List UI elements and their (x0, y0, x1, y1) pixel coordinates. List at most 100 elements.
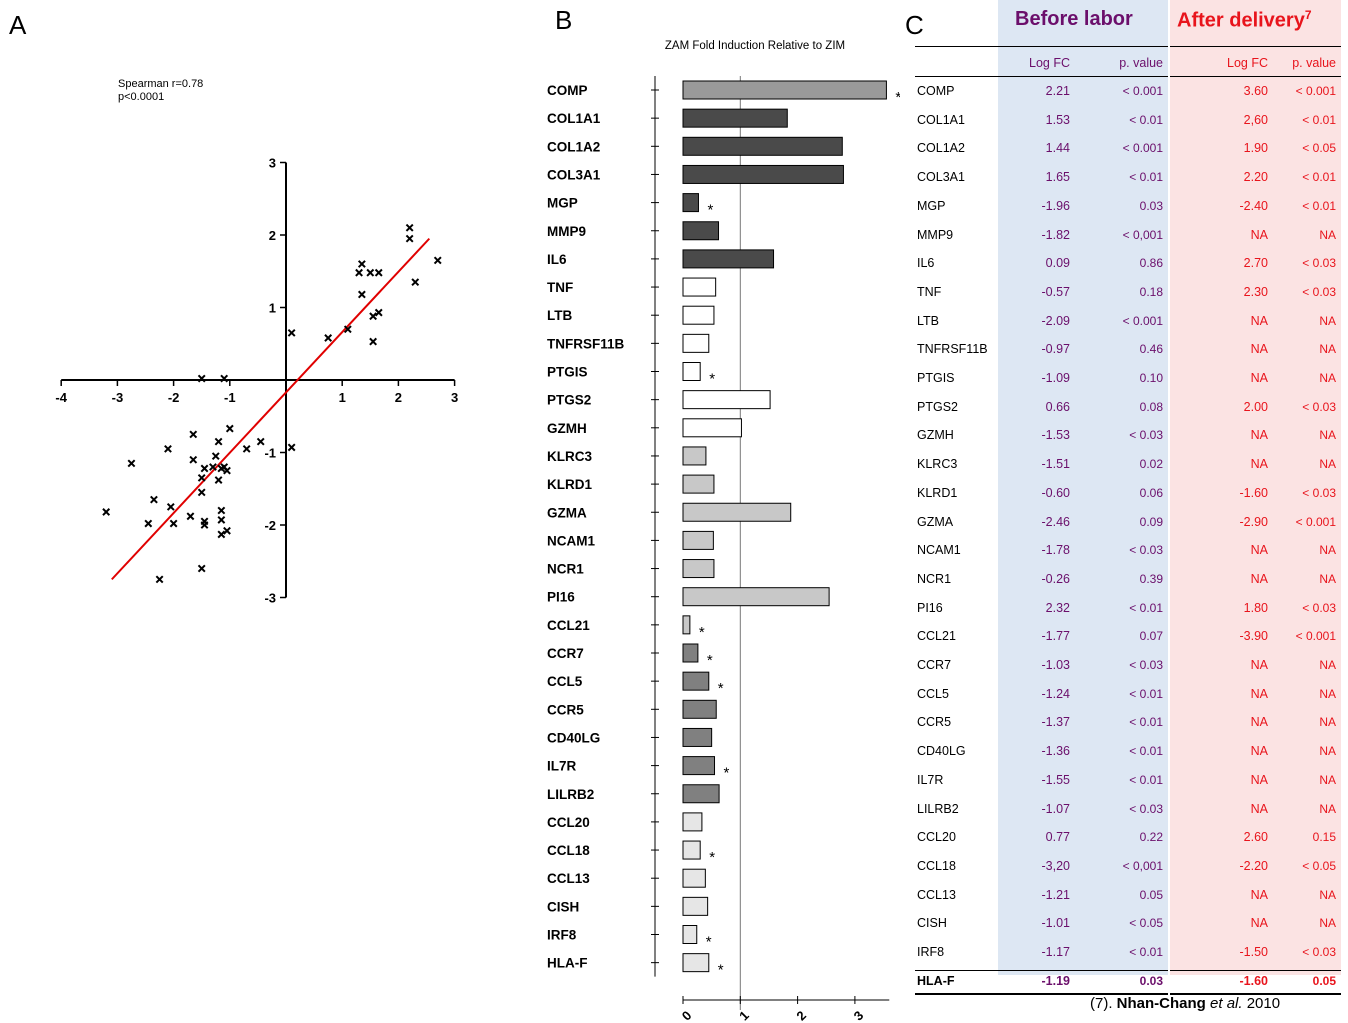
cell-logfc: -0.60 (1041, 485, 1071, 500)
cell-pvalue: NA (1319, 744, 1336, 759)
column-header: Log FC (1029, 56, 1070, 70)
cell-logfc: -1.07 (1041, 801, 1071, 816)
scatter-point (343, 325, 352, 334)
point-stroke (197, 488, 206, 497)
point-stroke (242, 444, 251, 453)
bar (682, 193, 699, 213)
cell-logfc: -3.90 (1239, 629, 1269, 644)
scatter-point (214, 476, 223, 484)
expression-table: Before labor After delivery7 Log FC p. valu… (915, 0, 1341, 995)
cell-logfc: -1.82 (1041, 227, 1071, 242)
scatter-point (287, 328, 296, 337)
bar (682, 671, 710, 691)
category-label: TNF (547, 280, 573, 295)
cell-logfc: -0.57 (1041, 284, 1071, 299)
column-header: p. value (1292, 56, 1336, 70)
scatter-point (200, 521, 209, 529)
cell-pvalue: < 0.001 (1122, 313, 1163, 328)
citation-authors: Nhan-Chang (1116, 995, 1206, 1012)
category-label: IRF8 (547, 928, 577, 943)
scatter-point (374, 268, 383, 277)
cell-logfc: 2.32 (1045, 600, 1070, 615)
cell-logfc: -1.09 (1041, 371, 1071, 385)
category-label: IL7R (547, 759, 577, 774)
bar (682, 756, 716, 776)
cell-logfc: NA (1250, 887, 1268, 902)
cell-pvalue: < 0.001 (1122, 141, 1163, 156)
scatter-point (155, 575, 164, 584)
category-label: CCL13 (547, 871, 590, 886)
cell-pvalue: 0.08 (1139, 399, 1163, 414)
category-label: COL1A2 (547, 139, 600, 154)
bar (682, 277, 717, 297)
cell-pvalue: < 0.01 (1302, 170, 1336, 185)
scatter-point (164, 444, 172, 453)
header-rule (915, 46, 1168, 47)
cell-logfc: -1.19 (1041, 973, 1071, 988)
row-gene: NCR1 (917, 571, 952, 586)
cell-logfc: -1.55 (1041, 772, 1071, 787)
panel-label-a: A (9, 10, 27, 40)
cell-logfc: -3,20 (1041, 858, 1071, 873)
point-stroke (343, 325, 352, 334)
cell-logfc: 2,60 (1243, 112, 1268, 127)
scatter-point (405, 234, 414, 243)
cell-logfc: 0.09 (1045, 256, 1070, 271)
cell-pvalue: < 0.03 (1129, 428, 1163, 443)
row-gene: COMP (917, 84, 955, 98)
x-tick-label: -4 (55, 390, 67, 405)
row-gene: KLRC3 (917, 457, 958, 472)
scatter-point (217, 530, 226, 539)
cell-logfc: 2.21 (1045, 84, 1070, 98)
cell-logfc: -1.24 (1041, 686, 1071, 701)
point-stroke (405, 234, 414, 243)
scatter-point (225, 424, 234, 433)
significance-star: * (709, 849, 715, 866)
cell-logfc: -1.77 (1041, 629, 1071, 644)
cell-logfc: -1.96 (1041, 198, 1071, 213)
bar (682, 727, 713, 747)
bar (682, 136, 843, 156)
cell-pvalue: NA (1319, 227, 1336, 242)
scatter-point (217, 464, 226, 473)
cell-pvalue: < 0.05 (1129, 916, 1163, 931)
cell-pvalue: NA (1319, 428, 1336, 443)
citation-superscript: 7 (1304, 8, 1312, 22)
category-label: GZMH (547, 421, 587, 436)
last-row-rule (1170, 969, 1341, 971)
point-stroke (405, 223, 414, 232)
scatter-point (242, 444, 251, 453)
cell-logfc: 2.20 (1243, 170, 1268, 185)
scatter-point (197, 473, 206, 482)
cell-logfc: 0.77 (1045, 830, 1070, 845)
table-bottom-rule (1170, 992, 1341, 995)
bar (682, 474, 715, 494)
bar (682, 699, 717, 719)
scatter-point (324, 334, 333, 342)
bar (682, 108, 788, 128)
scatter-point (189, 430, 198, 439)
bar (682, 784, 720, 804)
cell-pvalue: < 0.05 (1302, 141, 1336, 156)
row-gene: CISH (917, 916, 947, 931)
cell-logfc: -2.09 (1041, 313, 1071, 328)
row-gene: TNF (917, 284, 942, 299)
scatter-point (369, 337, 378, 346)
significance-star: * (707, 652, 713, 669)
category-label: LTB (547, 308, 572, 323)
significance-star: * (718, 680, 724, 697)
category-label: LILRB2 (547, 787, 594, 802)
value-tick-label: 0 (679, 1008, 695, 1023)
group-header-after: After delivery7 (1177, 8, 1312, 32)
scatter-point (102, 508, 111, 516)
cell-logfc: 2.00 (1243, 399, 1268, 414)
x-tick-label: 1 (339, 390, 346, 405)
cell-pvalue: NA (1319, 313, 1336, 328)
point-stroke (144, 519, 153, 528)
significance-star: * (718, 962, 724, 979)
cell-pvalue: < 0.01 (1129, 170, 1163, 185)
cell-pvalue: NA (1319, 686, 1336, 701)
cell-logfc: -1.17 (1041, 945, 1071, 959)
annotation-line: Spearman r=0.78 (118, 78, 203, 90)
significance-star: * (709, 371, 715, 388)
